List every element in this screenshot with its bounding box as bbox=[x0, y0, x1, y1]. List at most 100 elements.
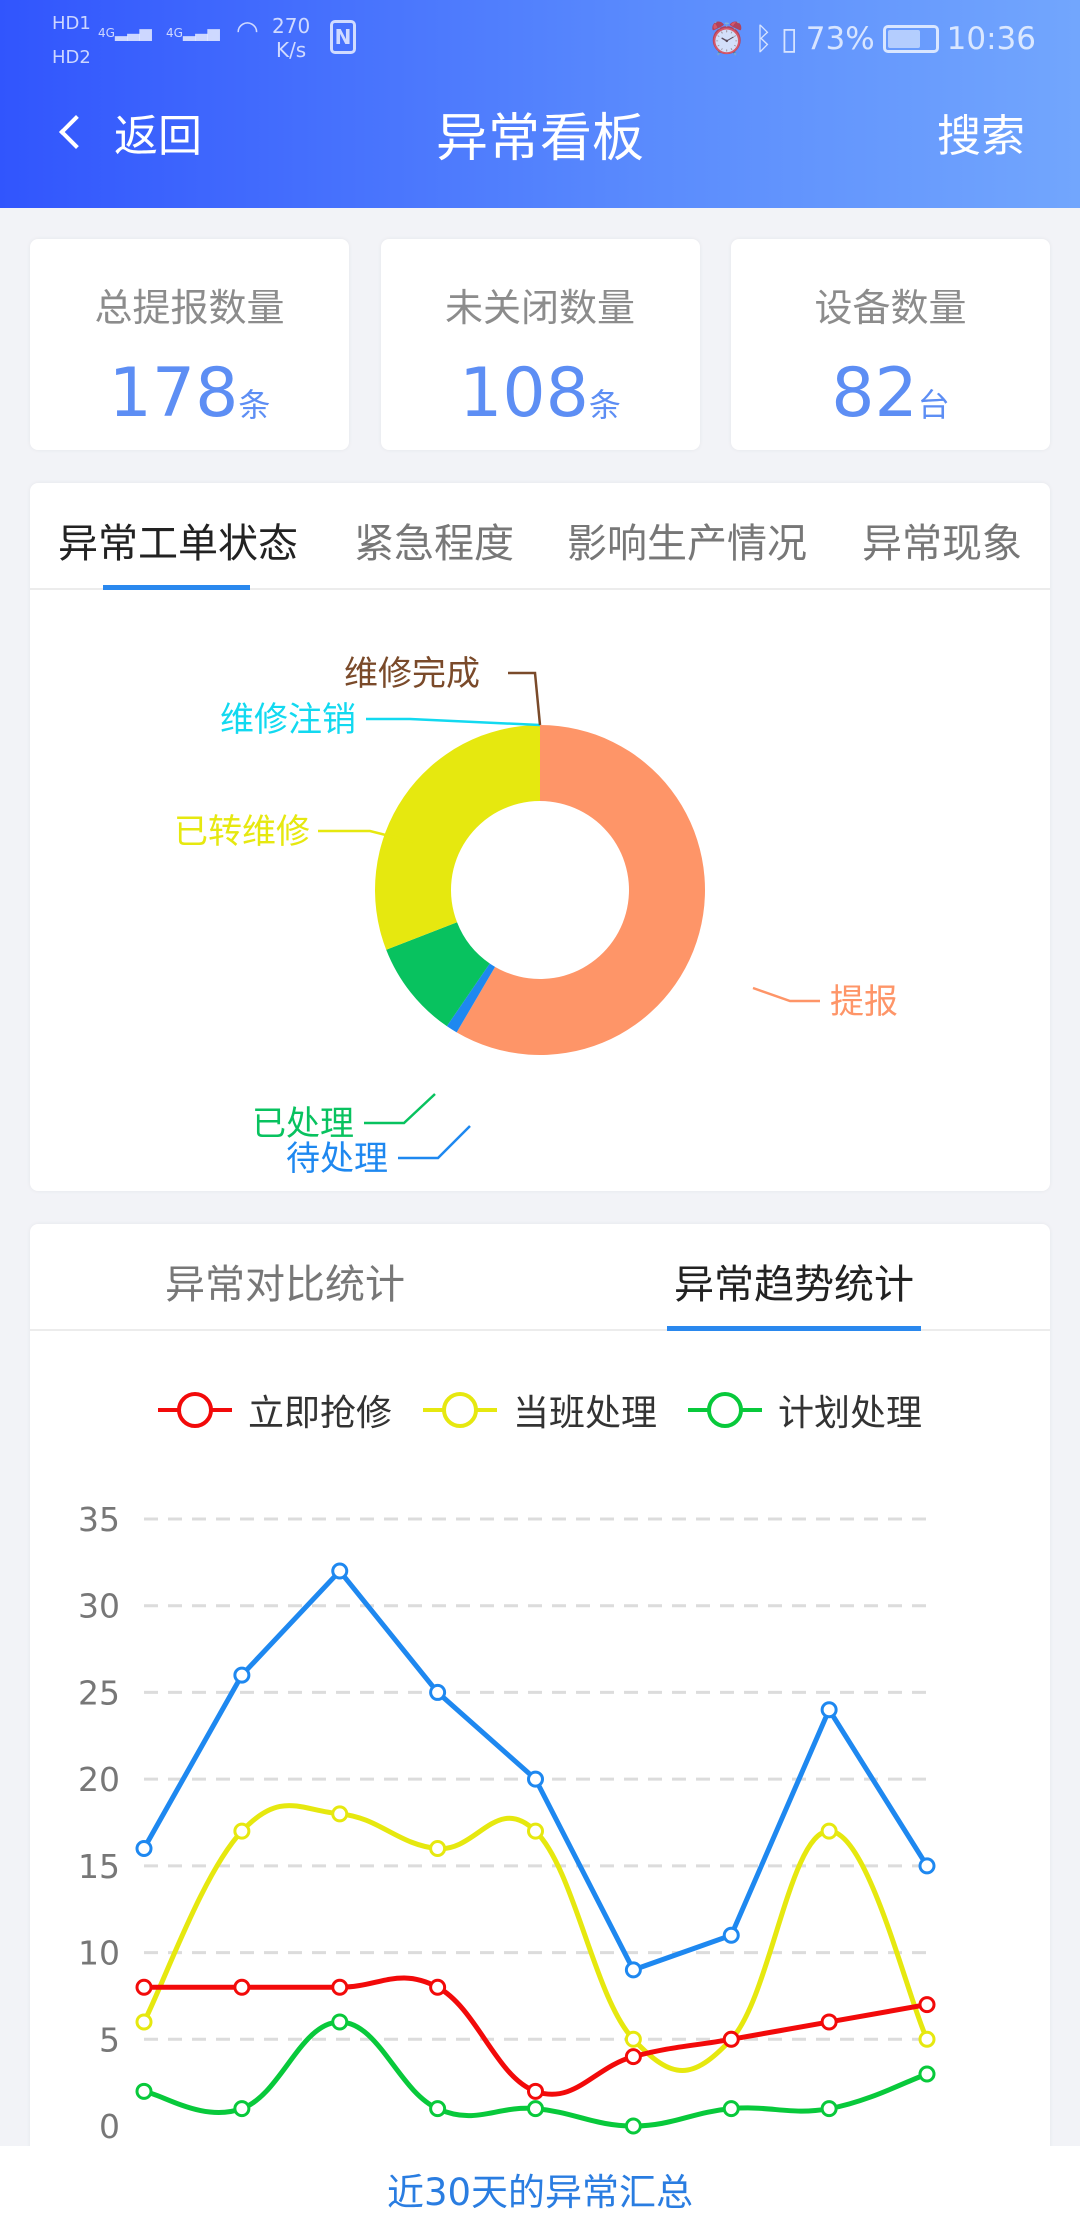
data-point-s3-8 bbox=[918, 2065, 936, 2083]
data-point-s2-3 bbox=[429, 1978, 447, 1996]
back-button[interactable]: 返回 bbox=[59, 100, 202, 164]
data-point-s1-7 bbox=[820, 1822, 838, 1840]
data-point-s3-7 bbox=[820, 2100, 838, 2118]
data-point-s2-6 bbox=[722, 2030, 740, 2048]
data-point-s1-2 bbox=[331, 1805, 349, 1823]
tab-phenomenon[interactable]: 异常现象 bbox=[862, 521, 1022, 567]
pie-label-2: 已处理 bbox=[252, 1104, 354, 1144]
stat-value: 178 bbox=[108, 354, 239, 433]
data-point-s0-7 bbox=[820, 1701, 838, 1719]
stat-value: 82 bbox=[831, 354, 918, 433]
battery-icon bbox=[882, 24, 939, 53]
pie-label-5: 维修完成 bbox=[344, 654, 480, 694]
y-tick-label: 35 bbox=[78, 1500, 120, 1539]
tab-order-status[interactable]: 异常工单状态 bbox=[58, 521, 298, 567]
legend-item-shift[interactable]: 当班处理 bbox=[423, 1384, 657, 1436]
data-point-s0-0 bbox=[135, 1840, 153, 1858]
y-tick-label: 25 bbox=[78, 1673, 120, 1712]
tab-production-impact[interactable]: 影响生产情况 bbox=[567, 521, 807, 567]
y-tick-label: 20 bbox=[78, 1760, 120, 1799]
pie-slice-2 bbox=[386, 922, 490, 1027]
nav-bar: 返回 异常看板 搜索 bbox=[0, 92, 1080, 172]
pie-label-1: 待处理 bbox=[286, 1139, 388, 1179]
pie-label-line-4 bbox=[366, 717, 541, 727]
vibrate-icon: ▯ bbox=[780, 20, 798, 57]
recent-30-days-summary-button[interactable]: 近30天的异常汇总 bbox=[0, 2146, 1080, 2240]
data-point-s1-1 bbox=[233, 1822, 251, 1840]
stat-label: 设备数量 bbox=[814, 286, 967, 330]
summary-cards: 总提报数量 178条 未关闭数量 108条 设备数量 82台 bbox=[30, 239, 1050, 450]
data-point-s3-2 bbox=[331, 2013, 349, 2031]
y-tick-label: 30 bbox=[78, 1587, 120, 1626]
app-header: HD1 HD2 4G▂▃▅ 4G▂▃▅ ◠ 270 K/s N ⏰ ᛒ ▯ 73% … bbox=[0, 0, 1080, 208]
data-point-s3-4 bbox=[527, 2100, 544, 2118]
stat-label: 未关闭数量 bbox=[444, 286, 635, 330]
data-point-s1-4 bbox=[527, 1822, 544, 1840]
data-point-s3-5 bbox=[624, 2117, 642, 2135]
data-point-s2-2 bbox=[331, 1978, 349, 1996]
tab-comparison[interactable]: 异常对比统计 bbox=[165, 1262, 405, 1308]
sim2-label: HD2 bbox=[52, 47, 91, 68]
y-tick-label: 15 bbox=[78, 1847, 120, 1886]
legend-line-circle-icon bbox=[688, 1390, 762, 1430]
data-point-s3-1 bbox=[233, 2100, 251, 2118]
clock: 10:36 bbox=[946, 20, 1036, 57]
status-panel: 异常工单状态 紧急程度 影响生产情况 异常现象 提报待处理 已处理 已转维修 维修注销… bbox=[30, 483, 1050, 1191]
stat-card-unclosed: 未关闭数量 108条 bbox=[380, 239, 700, 450]
stat-unit: 台 bbox=[917, 386, 950, 424]
sim-indicators: HD1 HD2 bbox=[52, 14, 91, 68]
stat-card-total-reports: 总提报数量 178条 bbox=[30, 239, 349, 450]
legend-line-circle-icon bbox=[423, 1390, 497, 1430]
pie-label-3: 已转维修 bbox=[174, 812, 310, 852]
data-point-s0-6 bbox=[722, 1926, 740, 1944]
pie-label-line-0 bbox=[752, 986, 820, 1003]
tab-indicator bbox=[667, 1326, 921, 1331]
network-speed: 270 K/s bbox=[272, 14, 311, 62]
pie-label-4: 维修注销 bbox=[220, 700, 356, 740]
tab-trend[interactable]: 异常趋势统计 bbox=[674, 1262, 914, 1308]
data-point-s1-0 bbox=[135, 2013, 153, 2031]
stat-unit: 条 bbox=[238, 386, 271, 424]
chart-legend: 立即抢修 当班处理 计划处理 bbox=[30, 1384, 1050, 1444]
legend-item-urgent[interactable]: 立即抢修 bbox=[158, 1384, 392, 1436]
signal-icon-2: 4G▂▃▅ bbox=[166, 22, 220, 41]
y-tick-label: 5 bbox=[99, 2020, 120, 2059]
status-tabs: 异常工单状态 紧急程度 影响生产情况 异常现象 bbox=[30, 483, 1050, 590]
pie-label-0: 提报 bbox=[830, 982, 898, 1022]
wifi-icon: ◠ bbox=[236, 16, 259, 46]
back-label: 返回 bbox=[114, 111, 202, 162]
data-point-s0-4 bbox=[527, 1770, 544, 1788]
legend-line-circle-icon bbox=[158, 1390, 232, 1430]
pie-label-line-2 bbox=[364, 1093, 436, 1125]
alarm-icon: ⏰ bbox=[707, 21, 747, 57]
sim1-label: HD1 bbox=[52, 13, 91, 34]
legend-item-planned[interactable]: 计划处理 bbox=[688, 1384, 922, 1436]
data-point-s0-8 bbox=[918, 1857, 936, 1875]
data-point-s3-3 bbox=[429, 2100, 447, 2118]
bluetooth-icon: ᛒ bbox=[754, 20, 773, 57]
pie-label-line-5 bbox=[508, 671, 542, 726]
data-point-s3-6 bbox=[722, 2100, 740, 2118]
stat-unit: 条 bbox=[588, 386, 621, 424]
stat-value: 108 bbox=[459, 354, 589, 433]
data-point-s2-8 bbox=[918, 1996, 936, 2014]
search-button[interactable]: 搜索 bbox=[937, 111, 1025, 162]
data-point-s2-0 bbox=[135, 1978, 153, 1996]
y-tick-label: 0 bbox=[99, 2107, 120, 2146]
data-point-s2-1 bbox=[233, 1978, 251, 1996]
data-point-s2-7 bbox=[820, 2013, 838, 2031]
tab-urgency[interactable]: 紧急程度 bbox=[354, 521, 514, 567]
status-bar: HD1 HD2 4G▂▃▅ 4G▂▃▅ ◠ 270 K/s N ⏰ ᛒ ▯ 73% … bbox=[0, 0, 1080, 80]
series-line-1 bbox=[141, 1803, 930, 2073]
data-point-s0-5 bbox=[624, 1961, 642, 1979]
data-point-s3-0 bbox=[135, 2082, 153, 2100]
pie-slice-0 bbox=[456, 725, 705, 1055]
series-line-0 bbox=[141, 1567, 930, 1974]
stat-label: 总提报数量 bbox=[94, 286, 285, 330]
y-tick-label: 10 bbox=[78, 1934, 120, 1973]
data-point-s2-5 bbox=[624, 2048, 642, 2066]
page-title: 异常看板 bbox=[435, 109, 644, 169]
data-point-s2-4 bbox=[527, 2082, 544, 2100]
nfc-icon: N bbox=[330, 20, 356, 54]
